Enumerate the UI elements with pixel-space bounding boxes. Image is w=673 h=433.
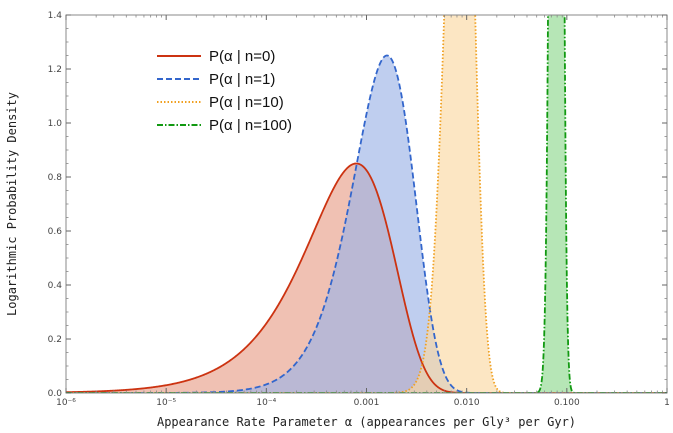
y-tick-label: 0.4 xyxy=(48,281,63,291)
legend-label-n10: P(α | n=10) xyxy=(209,94,284,111)
legend-label-n100: P(α | n=100) xyxy=(209,117,292,134)
y-tick-label: 1.4 xyxy=(48,11,63,21)
x-tick-label: 0.100 xyxy=(554,398,580,408)
x-tick-label: 10⁻⁵ xyxy=(156,398,176,408)
y-tick-label: 0.2 xyxy=(48,335,62,345)
x-tick-label: 0.001 xyxy=(354,398,380,408)
x-tick-label: 1 xyxy=(664,398,670,408)
series-fill-n1 xyxy=(66,55,667,393)
y-axis-title: Logarithmic Probability Density xyxy=(5,92,19,316)
x-tick-label: 10⁻⁶ xyxy=(56,398,76,408)
series-line-n0 xyxy=(66,162,667,393)
y-tick-label: 1.0 xyxy=(48,119,63,129)
legend-label-n1: P(α | n=1) xyxy=(209,71,275,88)
x-tick-label: 0.010 xyxy=(454,398,480,408)
axis-ticks: 10⁻⁶ 10⁻⁵ 10⁻⁴ 0.001 0.010 0.100 1 0.0 0.2 0.4 0.6… xyxy=(48,11,670,408)
legend: P(α | n=0) P(α | n=1) P(α | n=10) P(α | n=1… xyxy=(157,48,292,134)
y-tick-label: 0.6 xyxy=(48,227,63,237)
series-fills xyxy=(66,15,667,393)
series-line-n100 xyxy=(66,15,667,393)
x-axis-title: Appearance Rate Parameter α (appearances… xyxy=(157,415,576,429)
legend-label-n0: P(α | n=0) xyxy=(209,48,275,65)
y-tick-label: 1.2 xyxy=(48,65,62,75)
y-tick-label: 0.8 xyxy=(48,173,63,183)
y-tick-label: 0.0 xyxy=(48,389,63,399)
x-tick-label: 10⁻⁴ xyxy=(256,398,276,408)
